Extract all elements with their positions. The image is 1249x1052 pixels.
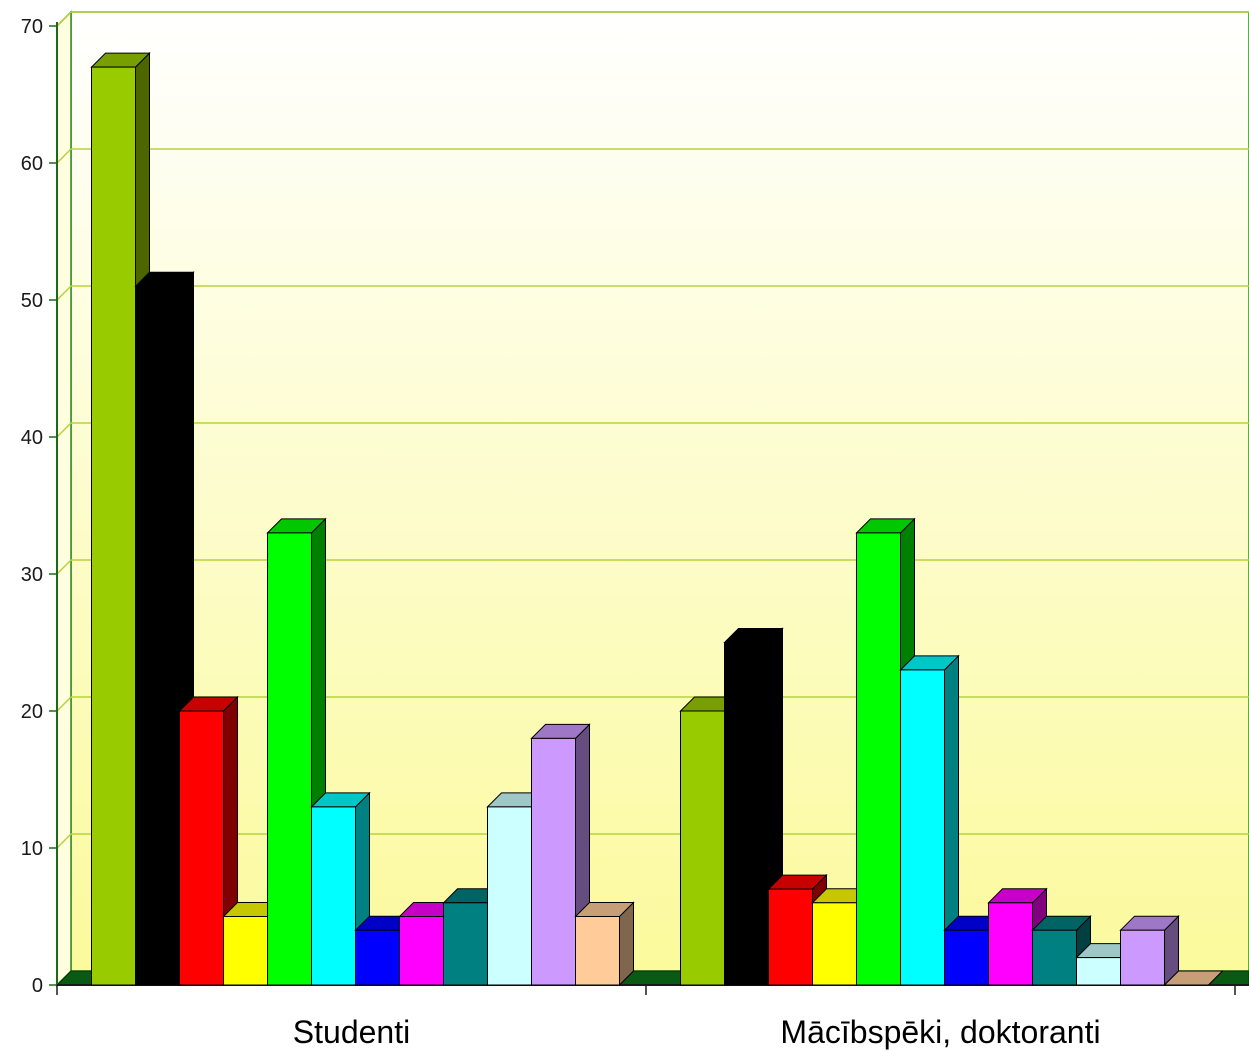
gridline-side [56, 11, 72, 27]
back-wall [70, 11, 1249, 972]
bar [1163, 970, 1224, 986]
bar [899, 654, 960, 987]
category-label: Mācībspēki, doktoranti [780, 1014, 1100, 1050]
y-tick-label: 60 [21, 153, 43, 175]
gridline-side [56, 285, 72, 301]
labels: 0 10 20 30 40 50 60 70 Studenti Mācībspēki, dokto… [21, 16, 1101, 1050]
bar [310, 791, 371, 987]
y-tick-label: 30 [21, 564, 43, 586]
gridline-side [56, 559, 72, 575]
gridline-side [56, 422, 72, 438]
y-tick-label: 40 [21, 427, 43, 449]
y-tick-label: 0 [32, 975, 43, 997]
gridline-side [56, 696, 72, 712]
gridline-side [56, 833, 72, 849]
y-tick-label: 70 [21, 16, 43, 38]
side-wall [56, 10, 72, 987]
bars [90, 51, 1224, 987]
y-tick-label: 20 [21, 701, 43, 723]
bar [1119, 914, 1180, 987]
bar [574, 901, 635, 987]
gridline-side [56, 148, 72, 164]
y-tick-label: 10 [21, 838, 43, 860]
category-label: Studenti [293, 1014, 410, 1050]
bar [266, 517, 327, 987]
y-tick-label: 50 [21, 290, 43, 312]
